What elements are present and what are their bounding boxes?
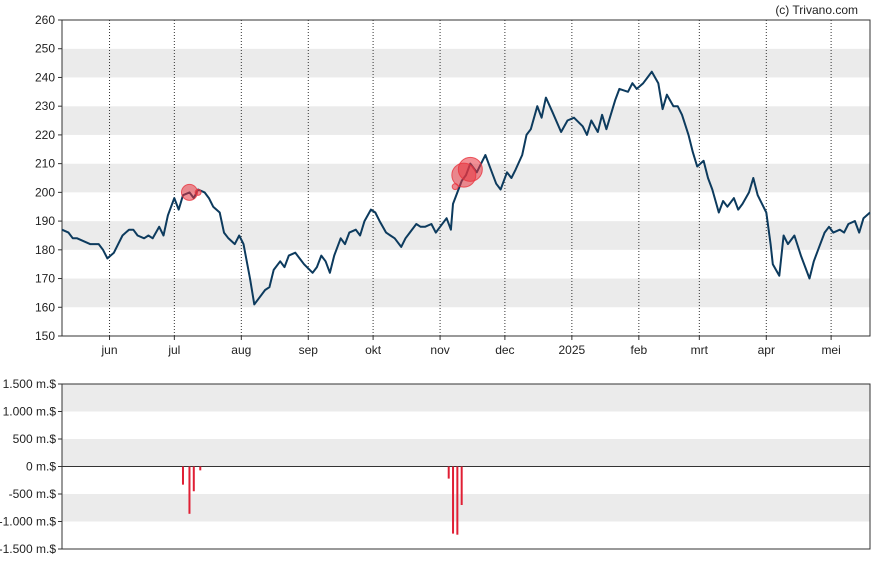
y-tick-label: 230 [35, 99, 55, 113]
grid-band [62, 278, 870, 308]
grid-band [62, 106, 870, 135]
y-tick-label: 1.000 m.$ [3, 405, 57, 419]
y-tick-label: 250 [35, 42, 55, 56]
y-tick-label: 240 [35, 70, 55, 84]
y-tick-label: 180 [35, 243, 55, 257]
plot-frame [61, 383, 871, 550]
grid-band [62, 77, 870, 107]
grid-band [62, 221, 870, 250]
x-tick-label: jun [101, 343, 118, 357]
y-tick-label: 0 m.$ [26, 460, 56, 474]
x-tick-label: feb [630, 343, 647, 357]
volume-bar [192, 466, 195, 492]
credit-label: (c) Trivano.com [775, 3, 858, 17]
volume-bar [181, 466, 184, 485]
plot-frame [61, 19, 871, 337]
grid-band [62, 439, 870, 467]
y-tick-label: 150 [35, 329, 55, 343]
y-tick-label: 190 [35, 214, 55, 228]
x-tick-label: apr [758, 343, 775, 357]
volume-bar [456, 466, 459, 535]
y-tick-label: 260 [35, 13, 55, 27]
x-tick-label: aug [231, 343, 251, 357]
y-tick-label: 210 [35, 157, 55, 171]
x-tick-label: okt [365, 343, 382, 357]
volume-bar [452, 466, 455, 534]
volume-bar [447, 466, 450, 479]
y-tick-label: 200 [35, 185, 55, 199]
y-tick-label: 220 [35, 128, 55, 142]
insider-trade-marker [457, 156, 483, 182]
volume-bar [199, 466, 202, 471]
grid-band [62, 494, 870, 522]
y-tick-label: 500 m.$ [13, 432, 57, 446]
x-tick-label: jul [167, 343, 180, 357]
grid-band [62, 307, 870, 336]
x-tick-label: mei [821, 343, 840, 357]
x-tick-label: mrt [691, 343, 709, 357]
grid-band [62, 384, 870, 412]
grid-band [62, 466, 870, 494]
volume-chart: -1.500 m.$ -1.000 m.$ -500 m.$ 0 m.$ 500 m.$… [0, 377, 871, 556]
x-tick-label: 2025 [559, 343, 586, 357]
y-tick-label: -1.000 m.$ [0, 515, 56, 529]
volume-bar [188, 466, 191, 514]
x-tick-label: sep [299, 343, 319, 357]
grid-band [62, 521, 870, 549]
y-tick-label: 160 [35, 300, 55, 314]
insider-trade-marker [194, 188, 202, 196]
y-tick-label: 1.500 m.$ [3, 377, 57, 391]
y-tick-label: -500 m.$ [9, 487, 57, 501]
price-chart: jun jul aug sep okt nov dec 2025 feb mrt apr mei 150… [35, 13, 871, 357]
grid-band [62, 249, 870, 279]
grid-band [62, 192, 870, 222]
y-tick-label: 170 [35, 272, 55, 286]
grid-band [62, 20, 870, 49]
grid-band [62, 48, 870, 78]
x-tick-label: nov [430, 343, 449, 357]
x-tick-label: dec [495, 343, 514, 357]
grid-band [62, 411, 870, 439]
volume-bar [460, 466, 463, 505]
insider-trade-marker [451, 183, 459, 191]
y-tick-label: -1.500 m.$ [0, 542, 56, 556]
